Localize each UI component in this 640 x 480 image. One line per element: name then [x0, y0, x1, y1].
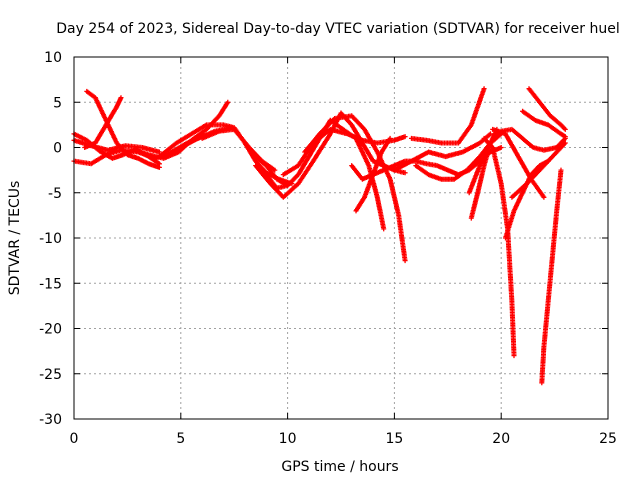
- series-markers: [520, 108, 568, 140]
- series-arc-24: [481, 135, 517, 359]
- series-markers: [253, 110, 344, 200]
- y-tick-label: -25: [39, 367, 62, 383]
- series-arc-27: [526, 86, 568, 132]
- series-markers: [509, 140, 568, 200]
- y-tick-label: -20: [39, 322, 62, 338]
- series-arc-23: [468, 126, 500, 221]
- y-tick-label: -15: [39, 276, 62, 292]
- chart-title: Day 254 of 2023, Sidereal Day-to-day VTE…: [56, 21, 619, 37]
- x-tick-label: 0: [70, 431, 79, 447]
- x-axis-label: GPS time / hours: [281, 459, 398, 475]
- series-markers: [481, 135, 517, 359]
- x-tick-label: 5: [176, 431, 185, 447]
- grid: [74, 57, 608, 419]
- series-markers: [391, 131, 493, 173]
- y-tick-label: 0: [53, 141, 62, 157]
- series-arc-26: [490, 126, 547, 200]
- series-markers: [409, 86, 487, 146]
- series-markers: [253, 154, 291, 188]
- y-tick-label: -30: [39, 412, 62, 428]
- y-tick-label: -5: [48, 186, 62, 202]
- x-tick-label: 15: [385, 431, 403, 447]
- series-arc-10: [253, 154, 291, 188]
- series-arc-19: [391, 131, 493, 173]
- series-arc-12: [253, 110, 344, 200]
- series-markers: [526, 86, 568, 132]
- x-tick-label: 25: [599, 431, 617, 447]
- y-tick-label: 10: [44, 50, 62, 66]
- data-points: [71, 86, 568, 386]
- y-tick-label: 5: [53, 95, 62, 111]
- series-arc-30: [509, 140, 568, 200]
- x-tick-label: 20: [492, 431, 510, 447]
- y-axis-label: SDTVAR / TECUs: [7, 181, 23, 296]
- series-arc-28: [520, 108, 568, 140]
- series-markers: [539, 167, 564, 386]
- series-markers: [490, 126, 547, 200]
- y-tick-label: -10: [39, 231, 62, 247]
- x-tick-label: 10: [279, 431, 297, 447]
- series-arc-18: [353, 135, 393, 214]
- series-markers: [353, 135, 393, 214]
- series-markers: [468, 126, 500, 221]
- axes: 0 5 10 15 20 25 10 5 0 -5 -10 -15 -20 -25 -30: [39, 50, 617, 447]
- series-arc-29: [539, 167, 564, 386]
- series-arc-20: [409, 86, 487, 146]
